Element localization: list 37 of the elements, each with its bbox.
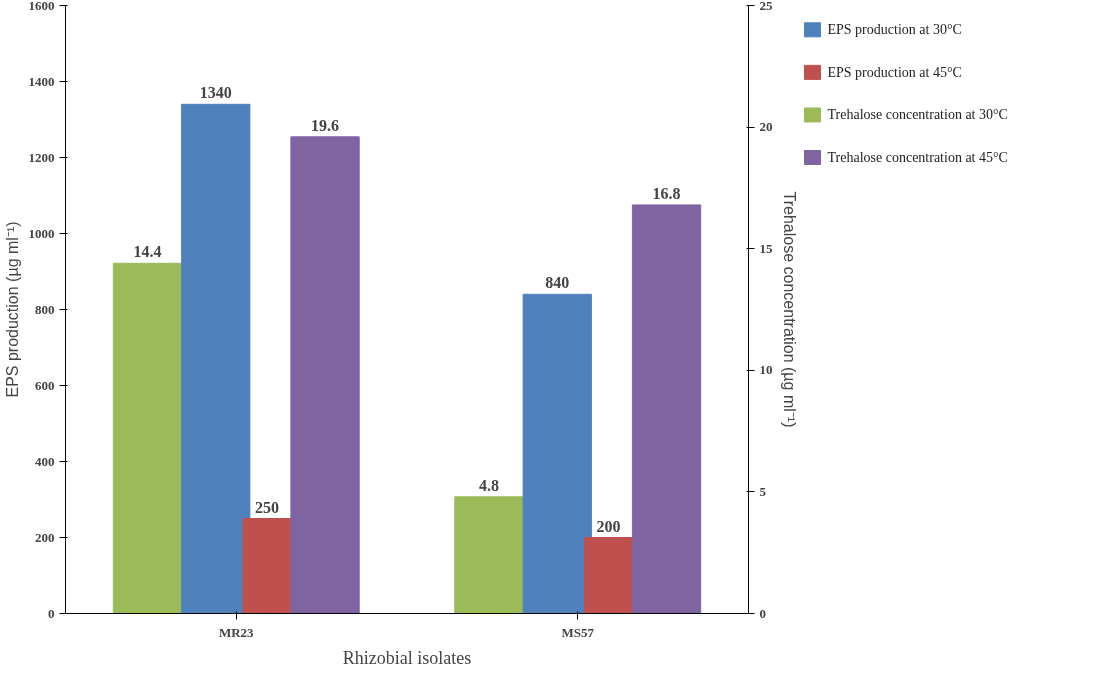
y2-tick-label: 0: [759, 605, 766, 621]
bar: [522, 293, 592, 614]
y-tick-label: 800: [35, 301, 55, 317]
y2-tick-label: 15: [759, 240, 773, 256]
y2-tick-label: 25: [759, 0, 773, 13]
x-tick-label: MR23: [218, 624, 255, 640]
bar: [242, 518, 292, 614]
y-tick-label: 1200: [28, 149, 55, 165]
y-tick-label: 0: [48, 605, 55, 621]
data-label: 1340: [199, 84, 232, 102]
bar: [584, 537, 633, 614]
data-label: 840: [545, 274, 570, 292]
x-tick-label: MS57: [561, 624, 595, 640]
data-label: 14.4: [133, 243, 162, 261]
y2-axis-title: Trehalose concentration (µg ml⁻¹): [780, 191, 798, 428]
y2-tick-label: 20: [759, 119, 773, 135]
legend-label: EPS production at 45°C: [827, 64, 962, 80]
legend-label: Trehalose concentration at 45°C: [827, 150, 1008, 165]
y-tick-label: 400: [35, 453, 55, 469]
y2-tick-label: 5: [759, 483, 767, 499]
bar: [290, 136, 360, 614]
data-label: 16.8: [652, 184, 681, 202]
bar: [631, 204, 702, 614]
data-label: 250: [254, 498, 279, 516]
legend-label: Trehalose concentration at 30°C: [827, 107, 1008, 123]
y-tick-label: 1600: [28, 0, 55, 13]
data-label: 19.6: [311, 116, 340, 134]
data-label: 4.8: [478, 476, 499, 494]
y-axis-title: EPS production (µg ml⁻¹): [3, 221, 21, 398]
data-label: 200: [596, 517, 621, 535]
x-axis-title: Rhizobial isolates: [342, 647, 472, 668]
y-tick-label: 1400: [28, 73, 55, 89]
legend-label: EPS production at 30°C: [827, 22, 962, 38]
y2-tick-label: 10: [759, 362, 773, 378]
y-tick-label: 600: [35, 377, 55, 393]
y-tick-label: 1000: [28, 225, 55, 241]
y-tick-label: 200: [35, 529, 55, 545]
